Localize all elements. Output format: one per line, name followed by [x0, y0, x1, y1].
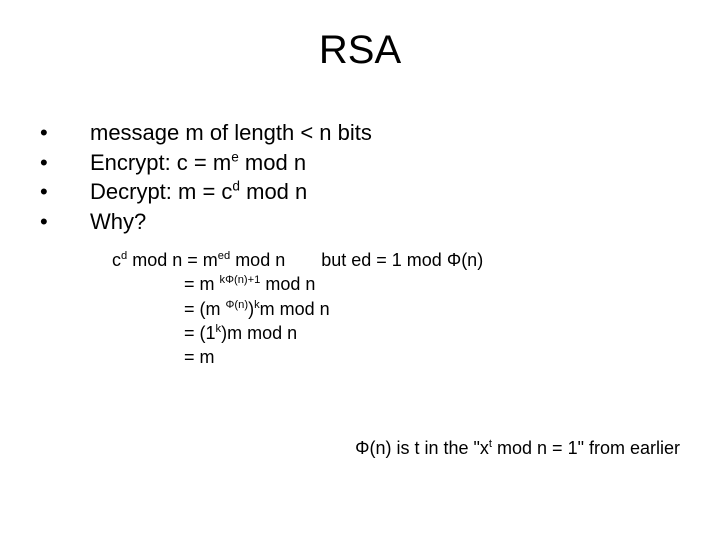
phi-symbol: Φ [225, 274, 234, 286]
proof-line: = m kΦ(n)+1 mod n [184, 272, 483, 296]
text-fragment: (n)+1 [234, 274, 260, 286]
slide: RSA • message m of length < n bits • Enc… [0, 0, 720, 540]
footnote: Φ(n) is t in the "xt mod n = 1" from ear… [355, 438, 680, 459]
superscript: Φ(n) [226, 299, 249, 311]
text-fragment: mod n = 1" from earlier [492, 438, 680, 458]
text-fragment: = m [184, 274, 220, 294]
superscript: d [232, 179, 240, 194]
bullet-text: Encrypt: c = me mod n [90, 148, 306, 178]
text-fragment: )m mod n [221, 323, 297, 343]
text-fragment: Encrypt: c = m [90, 150, 231, 175]
text-fragment: mod n [260, 274, 315, 294]
bullet-dot: • [40, 207, 90, 237]
bullet-text: Why? [90, 207, 146, 237]
bullet-item: • Decrypt: m = cd mod n [40, 177, 372, 207]
proof-line: = (m Φ(n))km mod n [184, 297, 483, 321]
text-fragment: (n) [461, 250, 483, 270]
superscript: ed [218, 250, 230, 262]
text-fragment: mod n [239, 150, 306, 175]
text-fragment: mod n = m [127, 250, 218, 270]
bullet-item: • message m of length < n bits [40, 118, 372, 148]
text-fragment: c [112, 250, 121, 270]
proof-left: cd mod n = med mod n [112, 248, 285, 272]
proof-line: = m [184, 345, 483, 369]
superscript: kΦ(n)+1 [220, 274, 261, 286]
bullet-dot: • [40, 177, 90, 207]
proof-line: = (1k)m mod n [184, 321, 483, 345]
proof-block: cd mod n = med mod n but ed = 1 mod Φ(n)… [112, 248, 483, 369]
bullet-dot: • [40, 118, 90, 148]
proof-right: but ed = 1 mod Φ(n) [321, 248, 483, 272]
slide-title: RSA [0, 28, 720, 73]
text-fragment: but ed = 1 mod [321, 250, 447, 270]
bullet-item: • Why? [40, 207, 372, 237]
bullet-text: Decrypt: m = cd mod n [90, 177, 307, 207]
text-fragment: = (m [184, 299, 226, 319]
bullet-item: • Encrypt: c = me mod n [40, 148, 372, 178]
text-fragment: (n) [234, 299, 248, 311]
text-fragment: = (1 [184, 323, 216, 343]
bullet-dot: • [40, 148, 90, 178]
proof-line: cd mod n = med mod n but ed = 1 mod Φ(n) [112, 248, 483, 272]
text-fragment: Decrypt: m = c [90, 179, 232, 204]
bullet-text: message m of length < n bits [90, 118, 372, 148]
phi-symbol: Φ [447, 250, 461, 270]
text-fragment: mod n [240, 179, 307, 204]
superscript: e [231, 149, 239, 164]
text-fragment: m mod n [260, 299, 330, 319]
bullet-list: • message m of length < n bits • Encrypt… [40, 118, 372, 237]
phi-symbol: Φ [355, 438, 369, 458]
text-fragment: (n) is t in the "x [369, 438, 488, 458]
text-fragment: mod n [230, 250, 285, 270]
